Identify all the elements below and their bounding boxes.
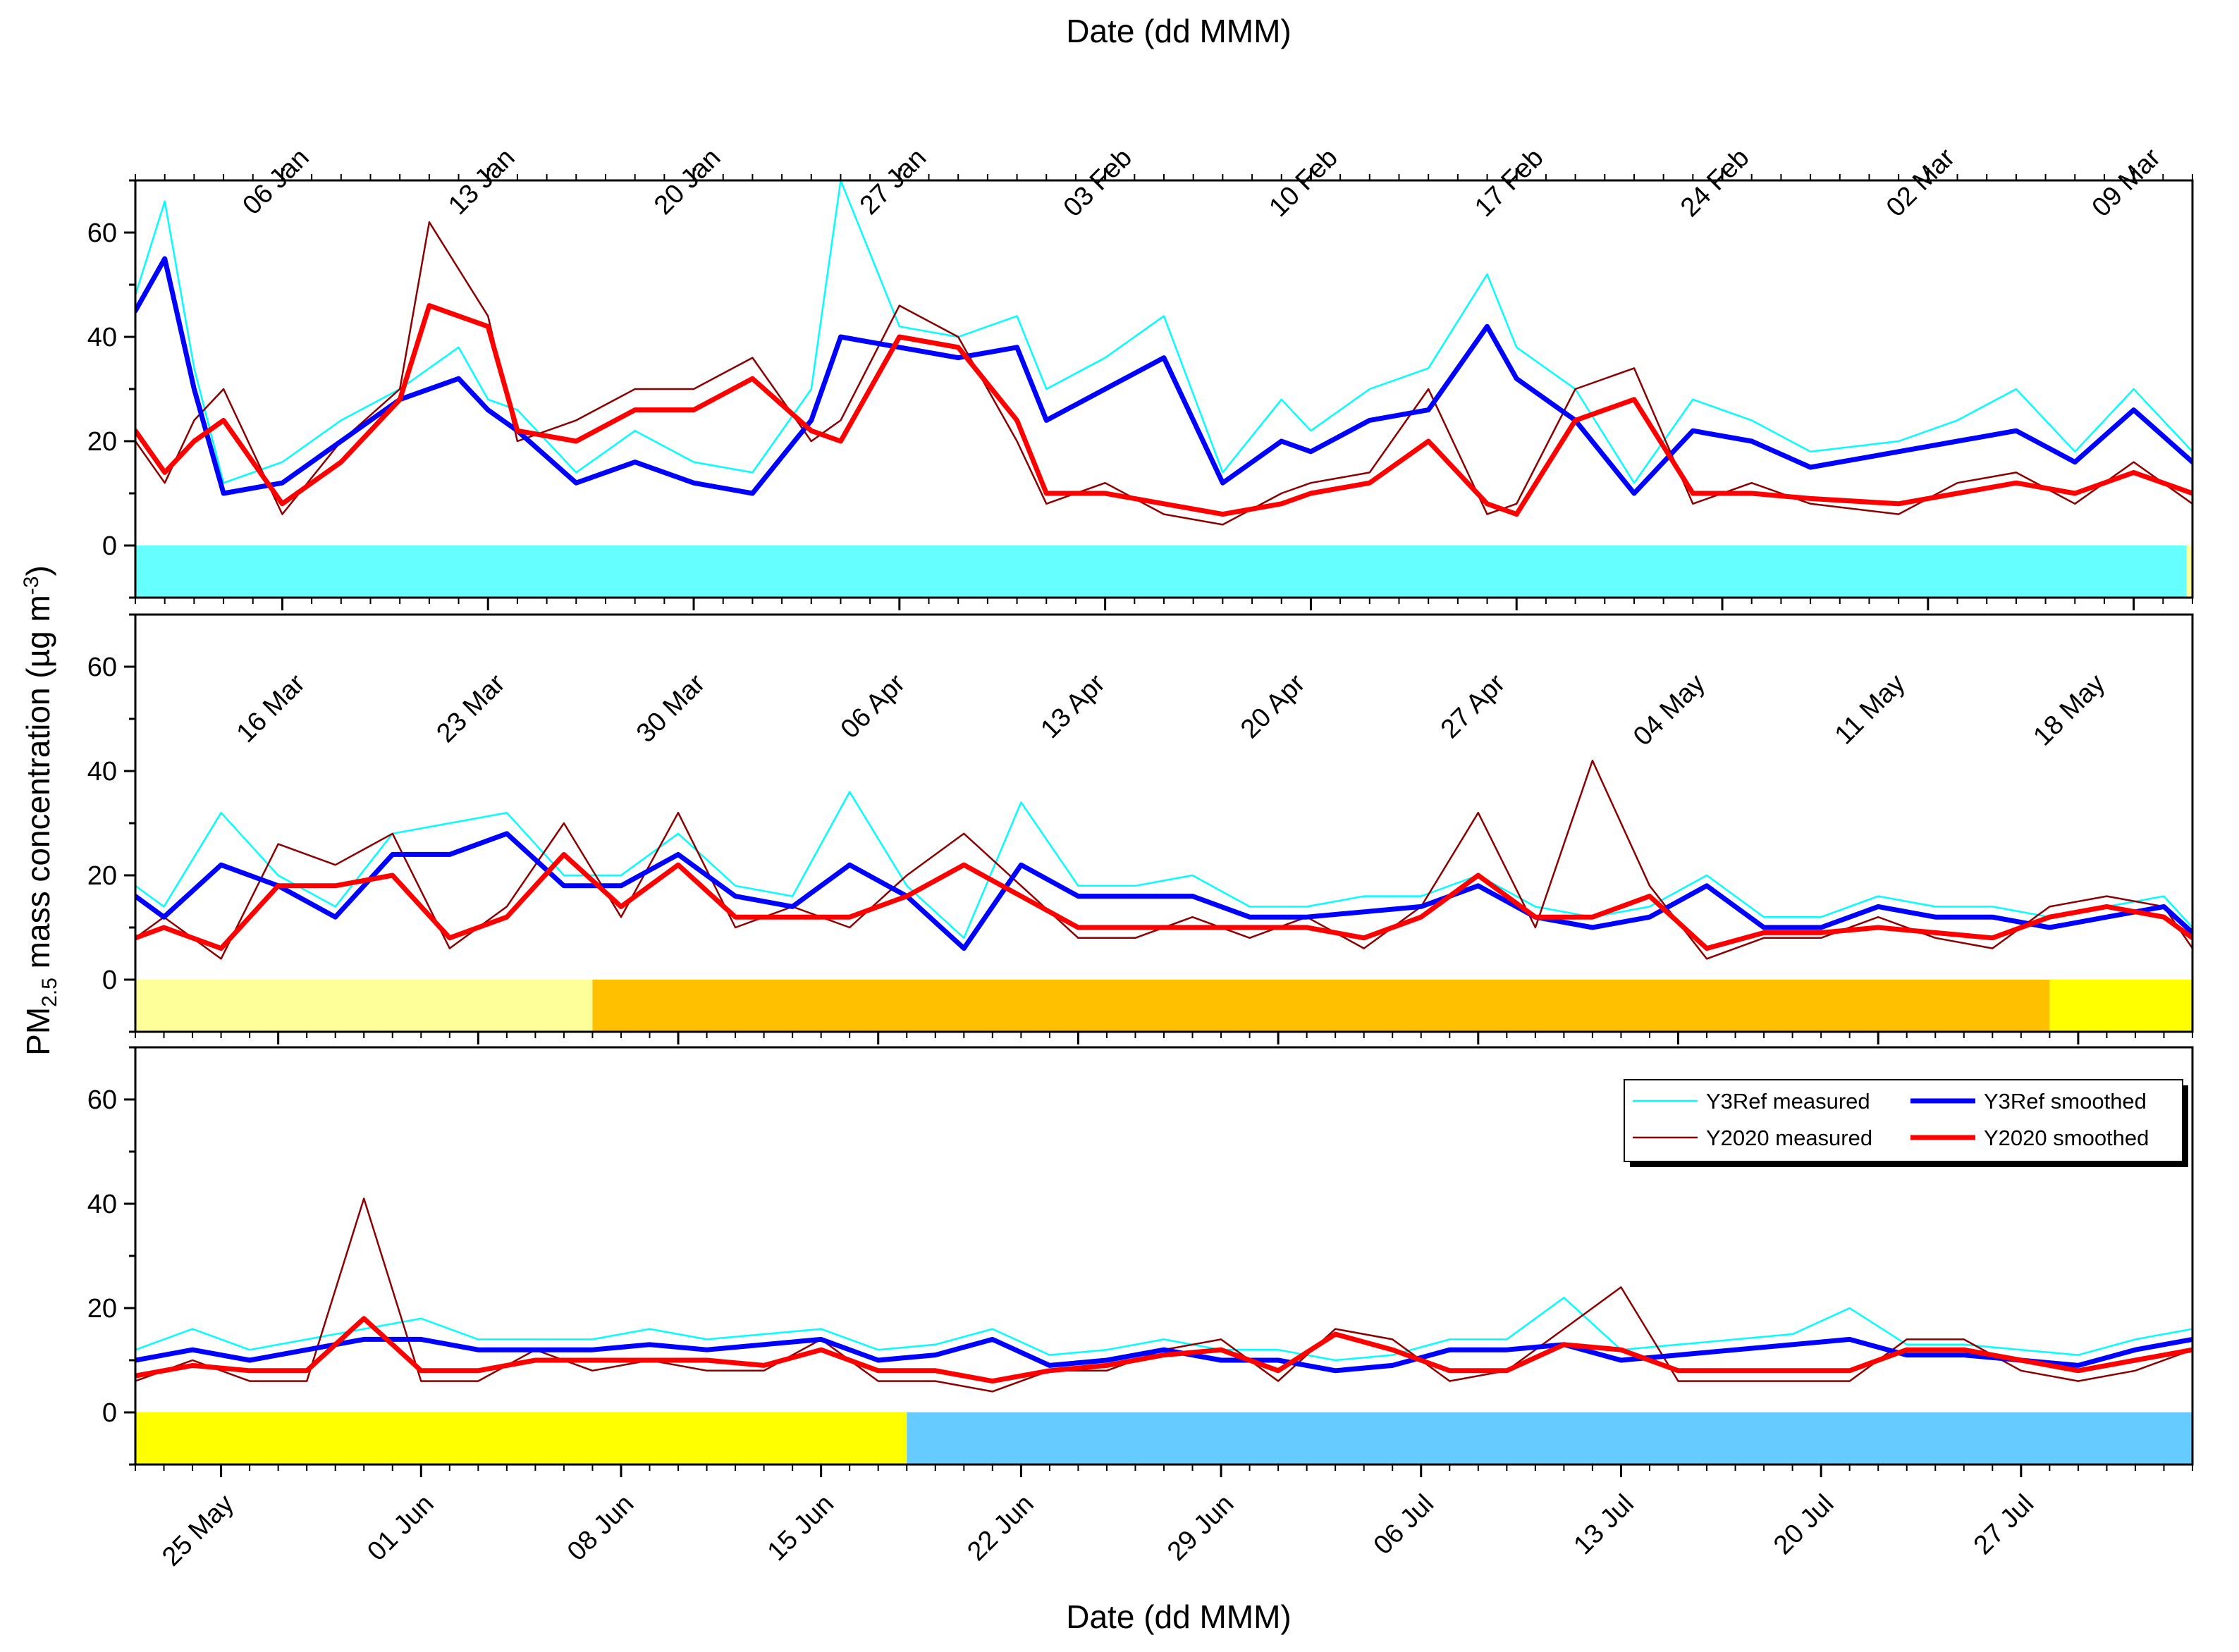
x-tick-label: 11 May bbox=[1829, 669, 1911, 751]
legend-label-y2020-smoothed: Y2020 smoothed bbox=[1984, 1126, 2149, 1150]
y-tick-label: 60 bbox=[87, 218, 117, 248]
y-tick-label: 0 bbox=[102, 531, 117, 561]
period-band-1 bbox=[2186, 545, 2192, 598]
legend-box bbox=[1624, 1079, 2183, 1162]
series-line-y3ref-smoothed bbox=[135, 1336, 2192, 1374]
x-tick-label: 20 Apr bbox=[1235, 668, 1311, 744]
legend: Y3Ref measured Y3Ref smoothed Y2020 measur… bbox=[1624, 1079, 2188, 1167]
x-tick-label: 04 May bbox=[1628, 669, 1711, 752]
series-line-y3ref-measured bbox=[135, 180, 2192, 484]
y-tick-label: 0 bbox=[102, 1398, 117, 1428]
y-axis-title-rest: mass concentration (µg m bbox=[20, 595, 56, 978]
y-axis-title-main: PM bbox=[20, 1007, 56, 1056]
period-band-0 bbox=[135, 1412, 907, 1465]
series-group bbox=[135, 759, 2192, 960]
y-axis-title-subscript: 2.5 bbox=[38, 978, 61, 1007]
series-group bbox=[135, 1197, 2192, 1393]
panel-jan-mar: 0 20 40 60 06 Jan 13 Jan 20 Jan 27 Jan 03 Feb 10 … bbox=[87, 142, 2194, 610]
y-tick-label: 60 bbox=[87, 1085, 117, 1115]
y-axis-title-end: ) bbox=[20, 565, 56, 576]
x-tick-label: 18 May bbox=[2028, 669, 2111, 752]
y-tick-label: 20 bbox=[87, 1294, 117, 1324]
x-tick-label: 17 Feb bbox=[1469, 143, 1549, 223]
x-tick-label: 24 Feb bbox=[1675, 143, 1755, 223]
x-tick-label: 10 Feb bbox=[1263, 143, 1343, 223]
x-tick-label: 27 Apr bbox=[1435, 668, 1511, 744]
x-tick-label: 29 Jun bbox=[1162, 1489, 1239, 1567]
top-x-axis-title: Date (dd MMM) bbox=[1066, 13, 1291, 49]
series-line-y3ref-smoothed bbox=[135, 831, 2192, 951]
x-tick-label: 06 Apr bbox=[835, 668, 912, 744]
series-line-y2020-smoothed bbox=[135, 851, 2192, 951]
legend-label-y3ref-smoothed: Y3Ref smoothed bbox=[1984, 1089, 2147, 1114]
y-tick-label: 60 bbox=[87, 653, 117, 682]
y-tick-label: 40 bbox=[87, 323, 117, 352]
x-tick-label: 27 Jul bbox=[1968, 1489, 2039, 1560]
x-tick-label: 30 Mar bbox=[631, 668, 711, 748]
x-tick-label: 27 Jan bbox=[854, 143, 932, 221]
x-tick-label: 15 Jun bbox=[762, 1489, 840, 1567]
panel-mar-may: 0 20 40 60 16 Mar 23 Mar 30 Mar 06 Apr 13 Apr 20 … bbox=[87, 613, 2194, 1044]
x-tick-label: 02 Mar bbox=[1881, 142, 1961, 223]
x-tick-label: 06 Jan bbox=[237, 143, 314, 221]
panels-layer: 0 20 40 60 06 Jan 13 Jan 20 Jan 27 Jan 03 Feb 10 … bbox=[87, 142, 2194, 1572]
series-line-y2020-measured bbox=[135, 221, 2192, 526]
period-band-2 bbox=[2049, 980, 2192, 1032]
x-tick-label: 16 Mar bbox=[231, 668, 312, 748]
series-line-y2020-smoothed bbox=[135, 1316, 2192, 1384]
y-tick-label: 40 bbox=[87, 757, 117, 787]
series-line-y2020-measured bbox=[135, 1197, 2192, 1393]
x-tick-label: 20 Jan bbox=[649, 143, 726, 221]
x-tick-label: 08 Jun bbox=[562, 1489, 639, 1567]
x-tick-label: 13 Jul bbox=[1568, 1489, 1639, 1560]
y-axis-title: PM2.5 mass concentration (µg m-3) bbox=[20, 565, 61, 1056]
series-line-y3ref-measured bbox=[135, 1296, 2192, 1362]
x-tick-label: 20 Jul bbox=[1768, 1489, 1839, 1560]
x-tick-label: 01 Jun bbox=[362, 1489, 439, 1567]
y-tick-label: 40 bbox=[87, 1190, 117, 1219]
x-tick-label: 06 Jul bbox=[1368, 1489, 1440, 1560]
x-tick-label: 13 Apr bbox=[1035, 668, 1111, 744]
x-tick-label: 23 Mar bbox=[431, 668, 511, 748]
series-group bbox=[135, 180, 2192, 526]
legend-label-y2020-measured: Y2020 measured bbox=[1706, 1126, 1872, 1150]
period-band-1 bbox=[592, 980, 2050, 1032]
x-tick-label: 25 May bbox=[157, 1489, 240, 1572]
y-tick-label: 20 bbox=[87, 427, 117, 457]
period-band-0 bbox=[135, 545, 2187, 598]
series-line-y3ref-smoothed bbox=[135, 256, 2192, 496]
series-line-y3ref-measured bbox=[135, 791, 2192, 939]
series-line-y2020-smoothed bbox=[135, 303, 2192, 517]
x-tick-label: 22 Jun bbox=[962, 1489, 1039, 1567]
period-band-0 bbox=[135, 980, 593, 1032]
x-tick-label: 13 Jan bbox=[443, 143, 520, 221]
x-tick-label: 03 Feb bbox=[1058, 143, 1138, 223]
period-band-1 bbox=[907, 1412, 2192, 1465]
y-tick-label: 0 bbox=[102, 966, 117, 995]
y-axis-title-exponent: -3 bbox=[20, 576, 43, 595]
bottom-x-axis-title: Date (dd MMM) bbox=[1066, 1598, 1291, 1635]
y-tick-label: 20 bbox=[87, 861, 117, 891]
x-tick-label: 09 Mar bbox=[2087, 142, 2167, 223]
legend-label-y3ref-measured: Y3Ref measured bbox=[1706, 1089, 1870, 1114]
panel-frame bbox=[134, 179, 2194, 599]
